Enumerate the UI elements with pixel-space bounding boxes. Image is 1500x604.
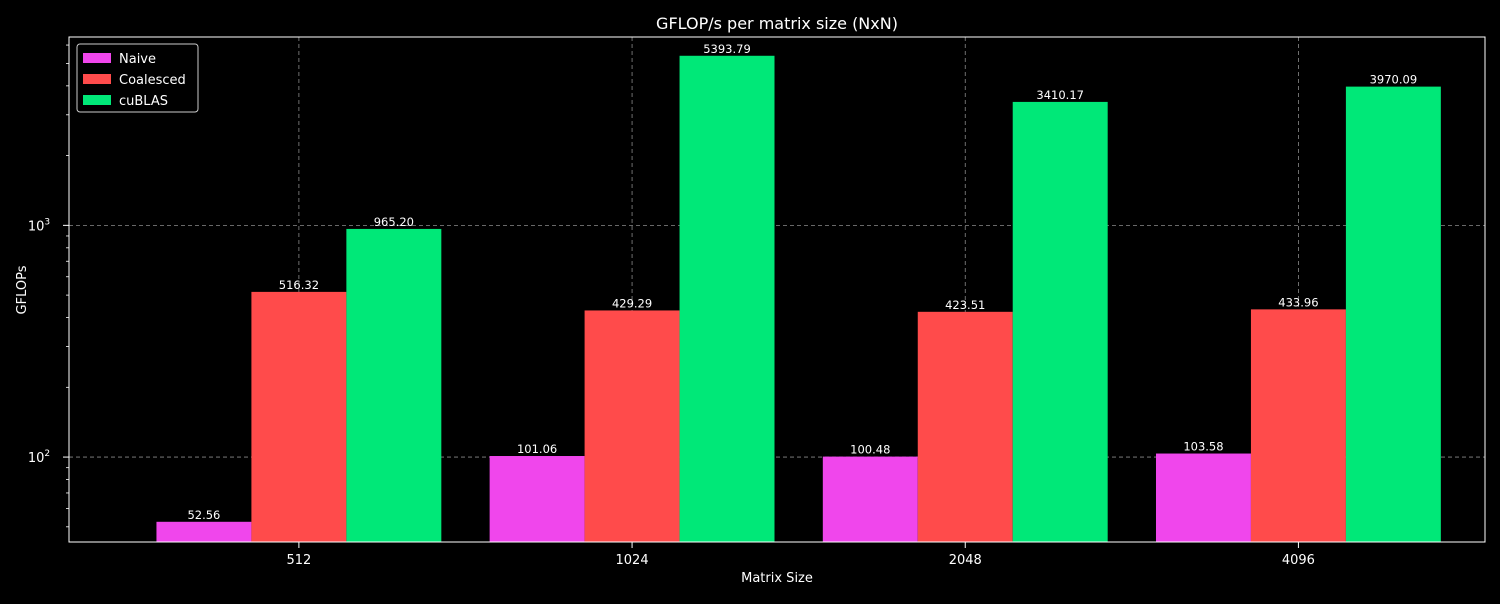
data-label: 429.29 [612, 296, 652, 310]
legend-swatch [83, 53, 111, 63]
legend: Naive Coalesced cuBLAS [76, 43, 199, 113]
bar [917, 311, 1013, 542]
legend-entry: cuBLAS [119, 94, 168, 109]
bar [822, 456, 918, 542]
data-label: 5393.79 [703, 42, 751, 56]
y-tick-label: 103 [28, 217, 50, 234]
data-label: 965.20 [374, 215, 414, 229]
legend-swatch [83, 74, 111, 84]
bar [156, 521, 252, 542]
data-label: 3970.09 [1370, 73, 1418, 87]
legend-swatch [83, 95, 111, 105]
y-axis-ticks: 102 103 [28, 44, 69, 528]
data-label: 423.51 [945, 298, 985, 312]
x-axis-ticks: 512 1024 2048 4096 [286, 542, 1315, 568]
data-labels-layer: 52.56 101.06 100.48 103.58 516.32 429.29 423.5… [187, 42, 1417, 522]
data-label: 3410.17 [1036, 88, 1084, 102]
legend-entry: Naive [119, 52, 156, 67]
data-label: 100.48 [850, 443, 890, 457]
bar [1345, 86, 1441, 542]
bar [1012, 101, 1108, 542]
bar [584, 310, 680, 542]
x-tick-label: 2048 [949, 553, 982, 568]
y-tick-label: 102 [28, 449, 50, 466]
bar [679, 55, 775, 543]
bar [346, 228, 442, 542]
y-axis-label: GFLOPs [15, 265, 30, 314]
bar [251, 291, 347, 542]
plot-frame [68, 36, 1486, 543]
bar [1250, 309, 1346, 542]
x-tick-label: 512 [286, 553, 311, 568]
bar [489, 456, 585, 542]
legend-entry: Coalesced [119, 73, 186, 88]
data-label: 433.96 [1278, 295, 1318, 309]
chart-title: GFLOP/s per matrix size (NxN) [656, 14, 898, 33]
data-label: 516.32 [279, 278, 319, 292]
data-label: 103.58 [1183, 440, 1223, 454]
x-tick-label: 4096 [1282, 553, 1315, 568]
data-label: 52.56 [187, 508, 220, 522]
x-axis-label: Matrix Size [741, 571, 813, 586]
bars-layer [156, 55, 1441, 543]
x-tick-label: 1024 [616, 553, 649, 568]
bar [1155, 453, 1251, 542]
data-label: 101.06 [517, 442, 557, 456]
